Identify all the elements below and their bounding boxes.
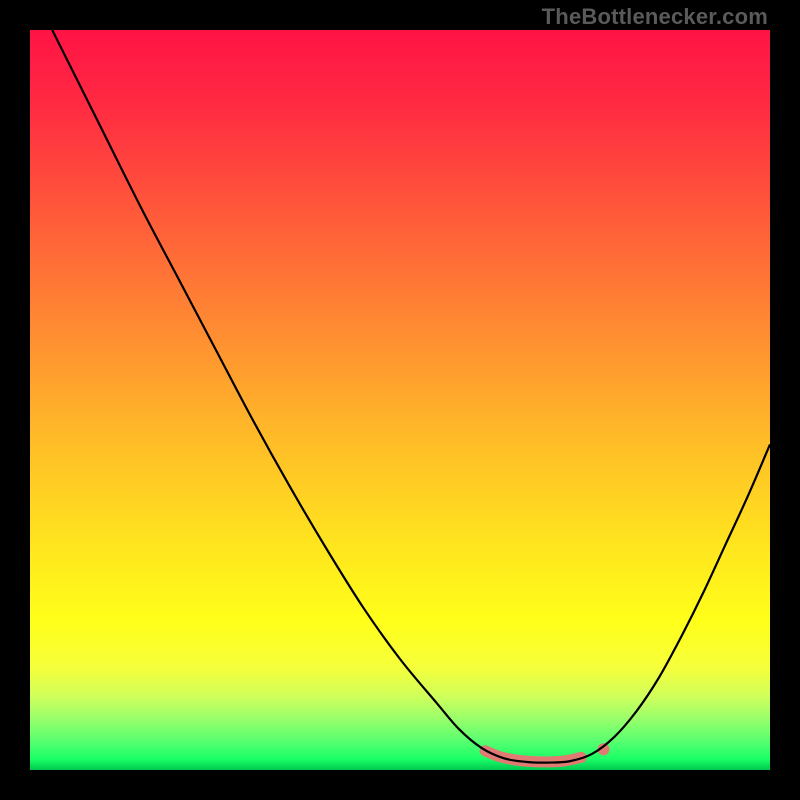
watermark-text: TheBottlenecker.com — [542, 4, 768, 30]
bottleneck-curve — [52, 30, 770, 763]
curve-layer — [30, 30, 770, 770]
plot-area — [30, 30, 770, 770]
chart-container: TheBottlenecker.com — [0, 0, 800, 800]
